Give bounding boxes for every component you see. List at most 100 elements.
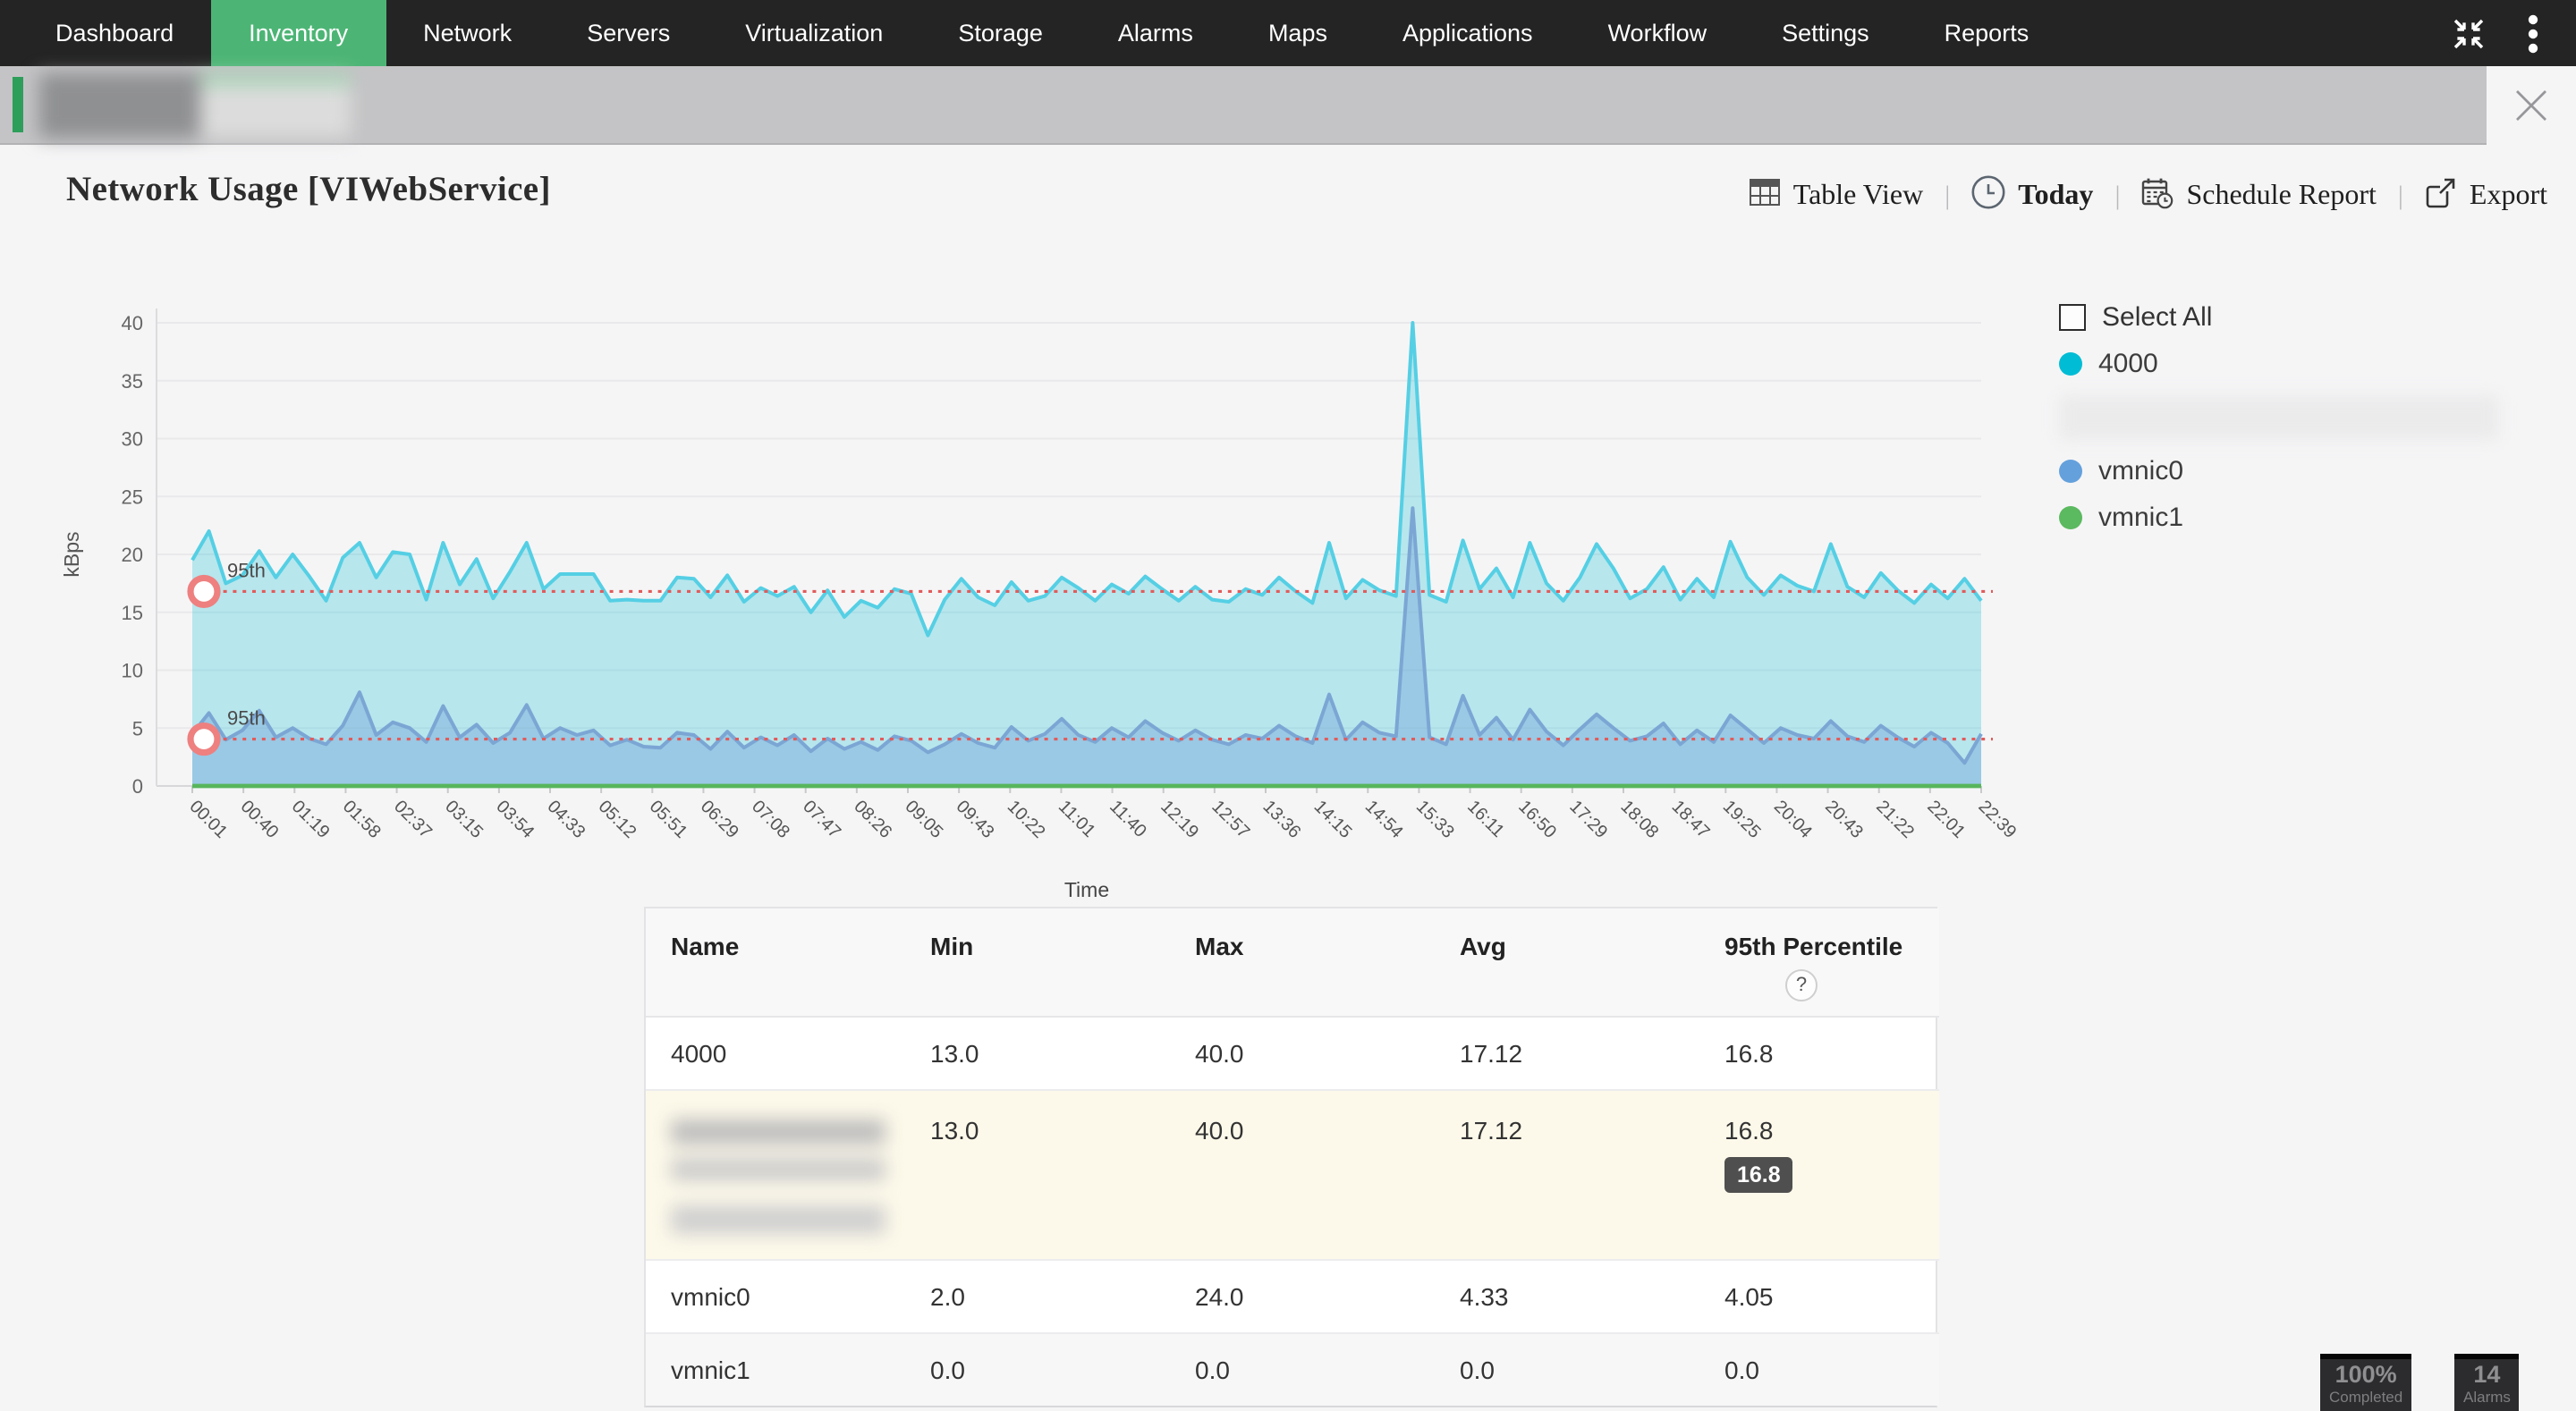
collapse-icon[interactable] xyxy=(2451,15,2487,51)
svg-text:06:29: 06:29 xyxy=(697,797,742,842)
select-all-checkbox[interactable]: Select All xyxy=(2059,302,2499,333)
page-title: Network Usage [VIWebService] xyxy=(66,172,551,209)
series-color-dot xyxy=(2059,460,2082,483)
clock-icon xyxy=(1971,175,2005,218)
nav-tab-applications[interactable]: Applications xyxy=(1402,20,1533,46)
svg-text:18:47: 18:47 xyxy=(1668,797,1714,842)
svg-text:09:43: 09:43 xyxy=(953,797,998,842)
table-view-button[interactable]: Table View xyxy=(1750,179,1923,215)
redacted-name-cell xyxy=(671,1120,886,1234)
table-row[interactable]: vmnic1 0.0 0.0 0.0 0.0 xyxy=(646,1333,1939,1406)
table-row[interactable]: vmnic0 2.0 24.0 4.33 4.05 xyxy=(646,1260,1939,1333)
nav-tab-storage[interactable]: Storage xyxy=(958,20,1043,46)
stats-table: Name Min Max Avg 95th Percentile ? 4000 1… xyxy=(644,907,1939,1407)
nav-right-controls xyxy=(2451,0,2576,66)
svg-text:03:54: 03:54 xyxy=(492,797,538,842)
checkbox-icon[interactable] xyxy=(2059,304,2086,331)
nav-tab-alarms[interactable]: Alarms xyxy=(1117,20,1193,46)
svg-text:Time: Time xyxy=(1064,878,1109,901)
select-all-label: Select All xyxy=(2102,302,2213,333)
alarms-count-badge[interactable]: 14 Alarms xyxy=(2454,1354,2520,1411)
svg-text:01:19: 01:19 xyxy=(288,797,334,842)
kebab-menu-icon[interactable] xyxy=(2515,13,2551,53)
nav-tab-virtualization[interactable]: Virtualization xyxy=(745,20,884,46)
svg-text:07:08: 07:08 xyxy=(748,797,793,842)
schedule-report-button[interactable]: Schedule Report xyxy=(2141,176,2377,217)
svg-text:01:58: 01:58 xyxy=(339,797,385,842)
export-button[interactable]: Export xyxy=(2425,176,2547,217)
export-icon xyxy=(2425,176,2457,217)
svg-text:0: 0 xyxy=(132,775,143,798)
svg-text:19:25: 19:25 xyxy=(1719,797,1765,842)
svg-text:95th: 95th xyxy=(227,559,266,581)
svg-text:14:54: 14:54 xyxy=(1361,797,1407,842)
svg-text:16:11: 16:11 xyxy=(1463,797,1508,841)
svg-text:15:33: 15:33 xyxy=(1412,797,1458,842)
table-row[interactable]: 13.0 40.0 17.12 16.8 16.8 xyxy=(646,1090,1939,1260)
legend-item-redacted[interactable] xyxy=(2059,395,2499,440)
col-avg: Avg xyxy=(1435,908,1699,1017)
col-p95: 95th Percentile ? xyxy=(1699,908,1939,1017)
svg-text:40: 40 xyxy=(122,312,143,334)
col-max: Max xyxy=(1170,908,1435,1017)
svg-text:05:12: 05:12 xyxy=(595,797,640,842)
svg-text:5: 5 xyxy=(132,717,143,739)
discovery-progress-badge[interactable]: 100% Completed xyxy=(2320,1354,2412,1411)
svg-text:18:08: 18:08 xyxy=(1616,797,1662,842)
p95-tooltip: 16.8 xyxy=(1724,1157,1793,1193)
nav-tab-reports[interactable]: Reports xyxy=(1944,20,2029,46)
nav-tab-workflow[interactable]: Workflow xyxy=(1607,20,1707,46)
close-icon[interactable] xyxy=(2508,82,2555,129)
legend-item-4000[interactable]: 4000 xyxy=(2059,349,2499,379)
svg-text:11:01: 11:01 xyxy=(1055,797,1099,841)
legend-item-vmnic0[interactable]: vmnic0 xyxy=(2059,456,2499,486)
help-icon[interactable]: ? xyxy=(1785,969,1818,1001)
svg-text:12:57: 12:57 xyxy=(1208,797,1253,842)
schedule-report-label: Schedule Report xyxy=(2186,181,2377,211)
svg-text:09:05: 09:05 xyxy=(901,797,946,842)
series-color-dot xyxy=(2059,352,2082,376)
nav-tabs: Dashboard Inventory Network Servers Virtuali… xyxy=(0,0,2066,66)
table-row[interactable]: 4000 13.0 40.0 17.12 16.8 xyxy=(646,1017,1939,1090)
nav-tab-servers[interactable]: Servers xyxy=(587,20,671,46)
chart-legend: Select All 4000 vmnic0 vmnic1 xyxy=(2059,302,2499,549)
svg-text:30: 30 xyxy=(122,428,143,451)
svg-text:07:47: 07:47 xyxy=(799,797,844,842)
nav-tab-network[interactable]: Network xyxy=(423,20,513,46)
svg-text:95th: 95th xyxy=(227,707,266,730)
legend-item-vmnic1[interactable]: vmnic1 xyxy=(2059,503,2499,533)
notice-bar xyxy=(0,66,2487,145)
calendar-clock-icon xyxy=(2141,176,2174,217)
svg-text:20: 20 xyxy=(122,544,143,566)
svg-text:17:29: 17:29 xyxy=(1565,797,1611,842)
report-actions: Table View | Today | xyxy=(1750,175,2547,218)
nav-tab-settings[interactable]: Settings xyxy=(1782,20,1869,46)
svg-text:kBps: kBps xyxy=(60,531,83,577)
legend-label: 4000 xyxy=(2098,349,2158,379)
nav-tab-maps[interactable]: Maps xyxy=(1267,20,1327,46)
table-header-row: Name Min Max Avg 95th Percentile ? xyxy=(646,908,1939,1017)
time-period-button[interactable]: Today xyxy=(1971,175,2093,218)
svg-text:10: 10 xyxy=(122,660,143,682)
notice-accent xyxy=(13,77,23,132)
export-label: Export xyxy=(2469,181,2547,211)
time-period-label: Today xyxy=(2018,181,2094,211)
table-grid-icon xyxy=(1750,179,1781,215)
legend-items: 4000 vmnic0 vmnic1 xyxy=(2059,349,2499,533)
svg-text:20:43: 20:43 xyxy=(1821,797,1867,842)
table-view-label: Table View xyxy=(1792,181,1924,211)
nav-tab-inventory[interactable]: Inventory xyxy=(211,0,386,66)
svg-text:14:15: 14:15 xyxy=(1310,797,1356,842)
svg-text:13:36: 13:36 xyxy=(1258,797,1304,842)
network-usage-chart[interactable]: 0 5 10 15 20 25 30 35 40 kBps 00:01 00:40 01:19 01:58… xyxy=(36,286,2030,903)
svg-text:04:33: 04:33 xyxy=(543,797,589,842)
col-name: Name xyxy=(646,908,905,1017)
svg-text:22:01: 22:01 xyxy=(1923,797,1969,842)
svg-text:12:19: 12:19 xyxy=(1157,797,1202,842)
series-color-dot xyxy=(2059,506,2082,529)
svg-text:11:40: 11:40 xyxy=(1106,797,1150,841)
svg-text:00:01: 00:01 xyxy=(185,797,231,842)
nav-tab-dashboard[interactable]: Dashboard xyxy=(55,20,174,46)
legend-label: vmnic1 xyxy=(2098,503,2184,533)
svg-text:15: 15 xyxy=(122,602,143,624)
